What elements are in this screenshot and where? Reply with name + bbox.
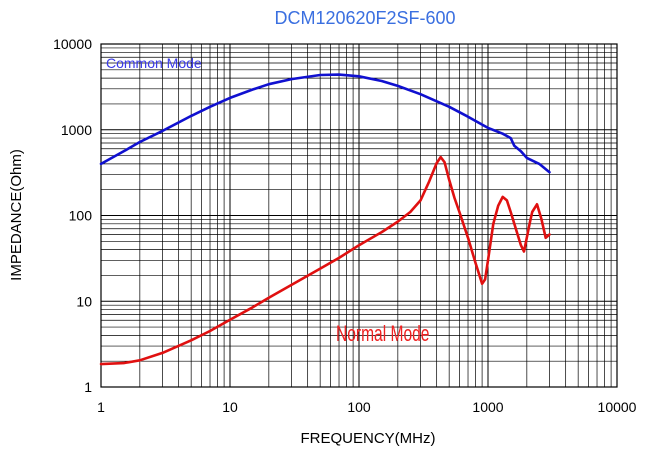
x-axis-label: FREQUENCY(MHz): [301, 430, 436, 447]
y-tick-label: 10000: [53, 36, 92, 52]
series-labels: Common Mode Normal Mode: [106, 55, 429, 347]
y-tick-label: 10: [76, 293, 92, 309]
series-group: [99, 73, 551, 366]
y-axis-label: IMPEDANCE(Ohm): [8, 149, 25, 281]
x-tick-labels: 1 10 100 1000 10000: [97, 399, 637, 415]
chart-title: DCM120620F2SF-600: [274, 8, 455, 28]
x-tick-label: 1000: [472, 399, 503, 415]
x-tick-label: 10000: [598, 399, 637, 415]
y-tick-labels: 10000 1000 100 10 1: [53, 36, 92, 395]
x-tick-label: 100: [347, 399, 371, 415]
series-line-common-mode: [99, 73, 551, 174]
x-tick-label: 10: [222, 399, 238, 415]
x-tick-label: 1: [97, 399, 105, 415]
grid: [100, 43, 618, 388]
y-tick-label: 1: [84, 379, 92, 395]
plot-frame: [100, 43, 618, 388]
series-line-normal-mode: [99, 155, 551, 366]
y-tick-label: 100: [69, 208, 93, 224]
series-label-normal-mode: Normal Mode: [336, 322, 429, 346]
y-tick-label: 1000: [61, 122, 92, 138]
series-label-common-mode: Common Mode: [106, 55, 202, 71]
